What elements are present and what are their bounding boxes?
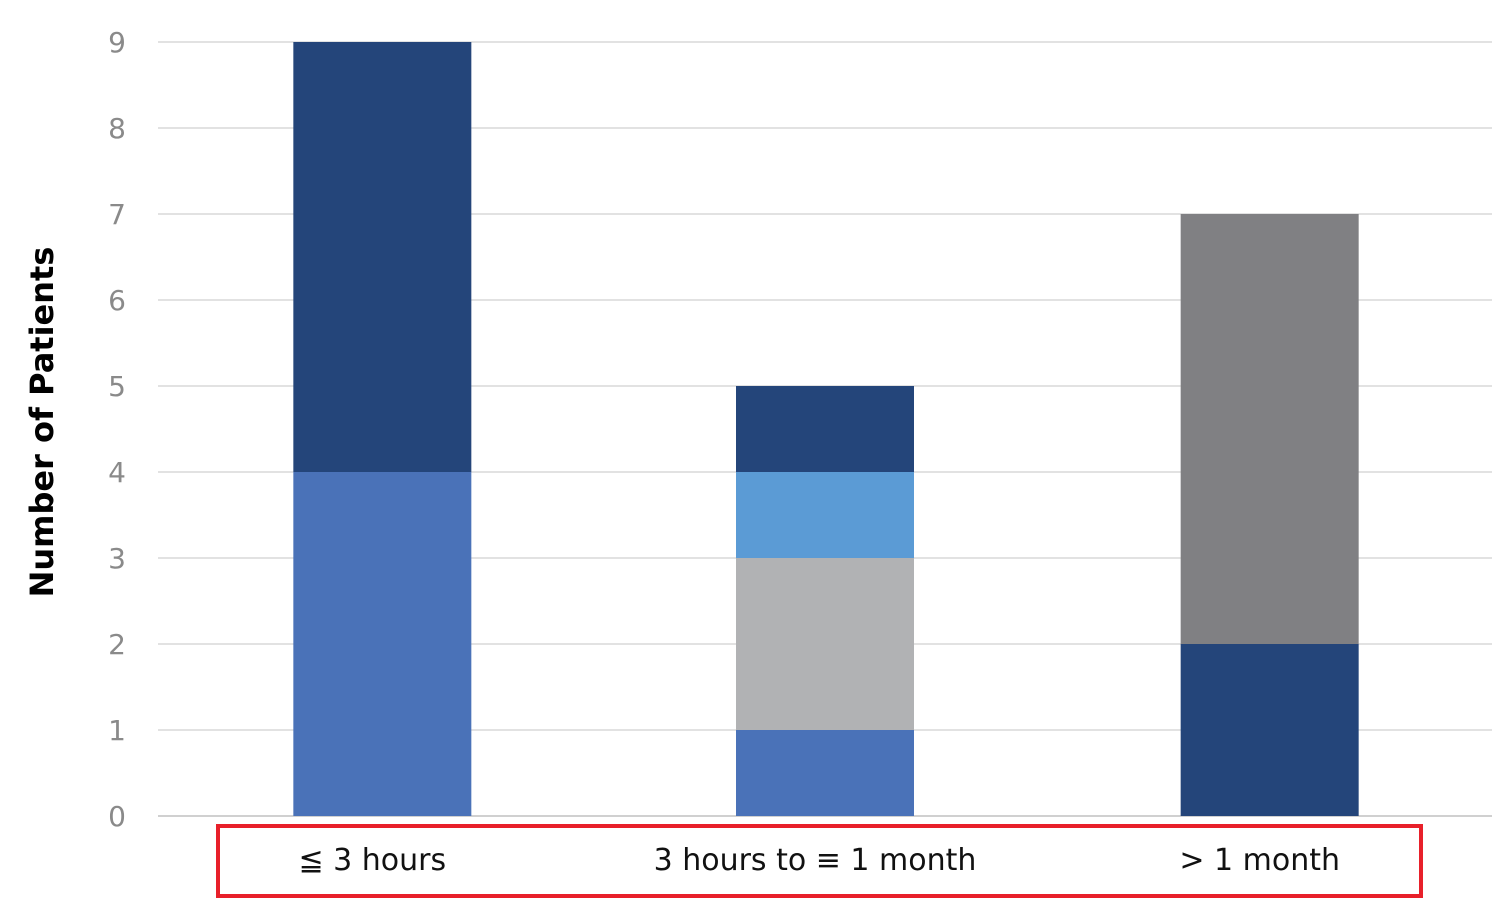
- x-tick-label: 3 hours to ≡ 1 month: [654, 843, 977, 878]
- y-tick-label: 1: [108, 714, 126, 747]
- y-tick-label: 8: [108, 112, 126, 145]
- x-tick-label: ≦ 3 hours: [299, 843, 447, 878]
- y-tick-label: 6: [108, 284, 126, 317]
- bar-segment: [736, 730, 914, 816]
- y-tick-label: 0: [108, 800, 126, 833]
- bar-segment: [736, 386, 914, 472]
- x-tick-label: > 1 month: [1179, 843, 1340, 878]
- y-tick-label: 9: [108, 26, 126, 59]
- y-tick-label: 2: [108, 628, 126, 661]
- bar-segment: [293, 42, 472, 472]
- y-tick-label: 5: [108, 370, 126, 403]
- y-tick-label: 7: [108, 198, 126, 231]
- bar-segment: [1180, 214, 1359, 644]
- bar-segment: [736, 472, 914, 558]
- y-tick-label: 3: [108, 542, 126, 575]
- bar-segment: [1180, 644, 1359, 816]
- x-axis-highlight-box: [216, 824, 1423, 898]
- bar-segment: [293, 472, 472, 816]
- bar-segment: [736, 558, 914, 730]
- y-axis-label: Number of Patients: [23, 247, 61, 598]
- y-tick-label: 4: [108, 456, 126, 489]
